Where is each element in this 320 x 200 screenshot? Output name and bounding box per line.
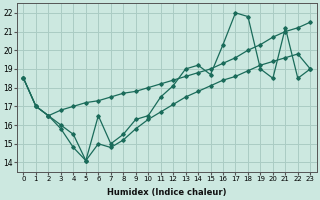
X-axis label: Humidex (Indice chaleur): Humidex (Indice chaleur)	[107, 188, 227, 197]
